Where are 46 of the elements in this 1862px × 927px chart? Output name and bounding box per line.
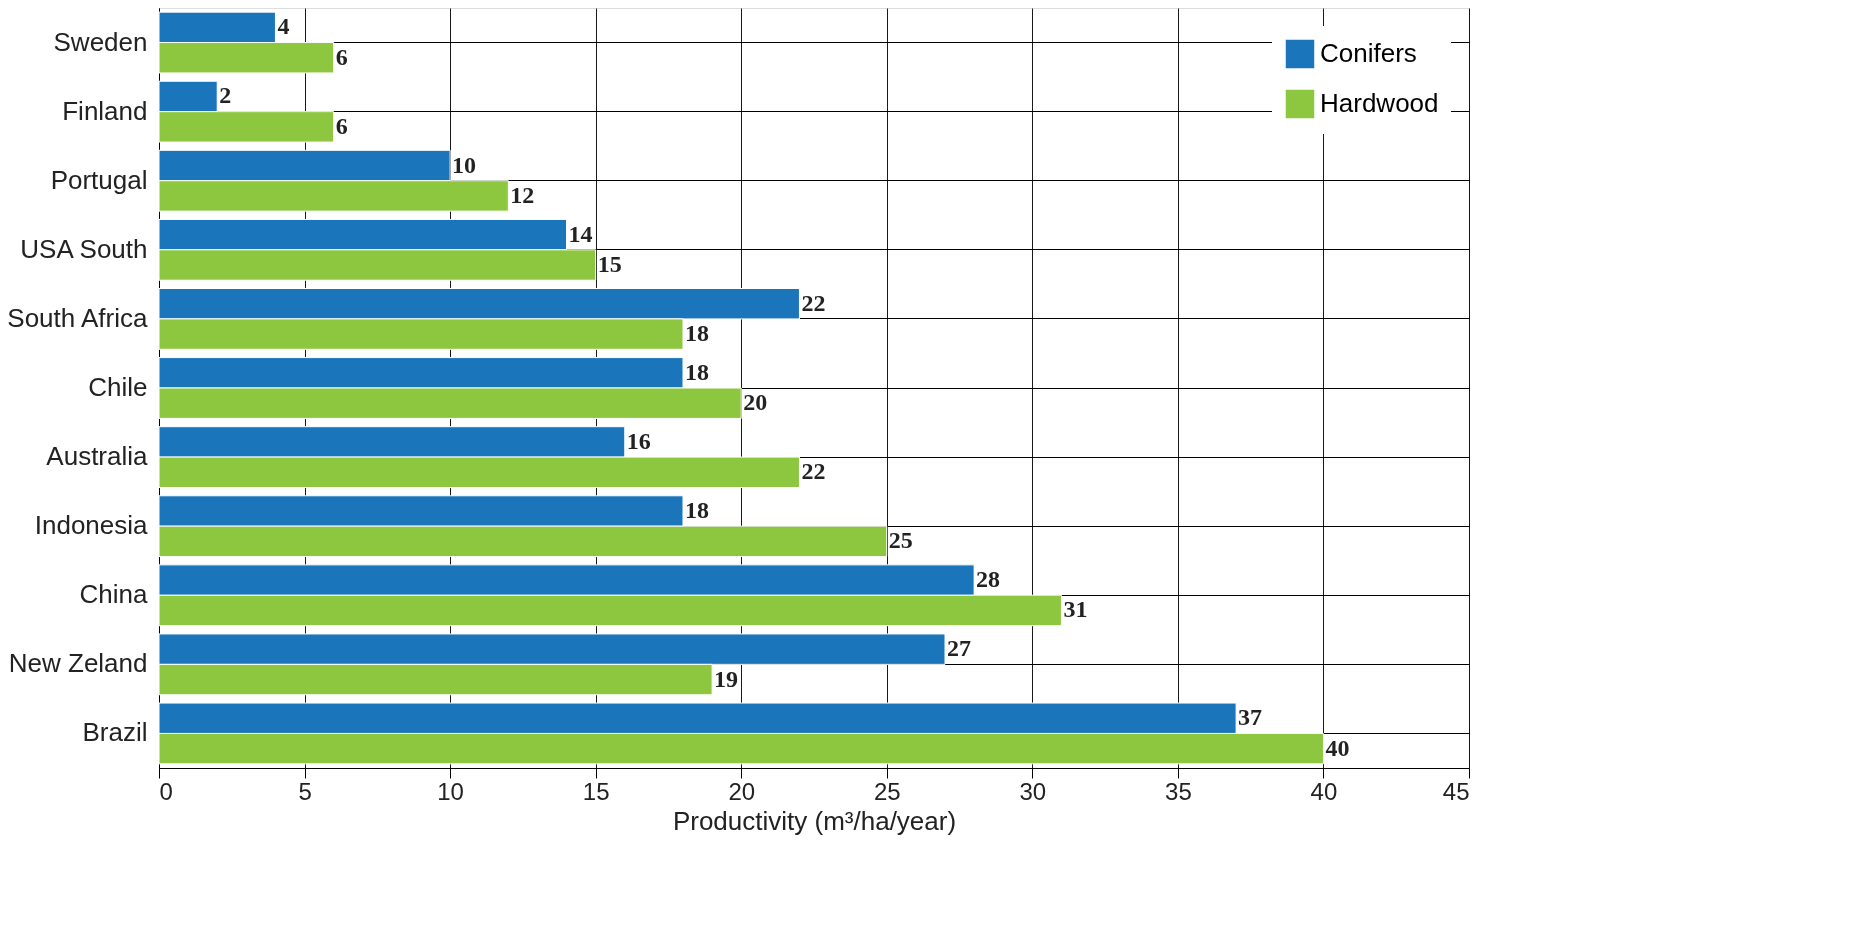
legend-label: Conifers (1320, 38, 1417, 68)
data-label: 20 (743, 389, 768, 416)
x-tick-label: 5 (298, 777, 312, 805)
y-tick-label: Australia (46, 441, 149, 472)
data-label: 18 (685, 358, 709, 385)
x-axis-title: Productivity (m³/ha/year) (672, 805, 957, 836)
data-label: 28 (976, 566, 1001, 593)
x-tick-label: 0 (159, 777, 173, 805)
data-label: 22 (801, 289, 826, 316)
y-tick-label: China (79, 579, 149, 610)
data-label: 14 (568, 220, 593, 247)
data-label: 2 (219, 82, 232, 109)
data-label: 6 (335, 112, 348, 139)
data-label: 19 (714, 665, 739, 692)
y-tick-label: New Zeland (8, 648, 148, 679)
x-tick-label: 25 (873, 777, 901, 805)
data-label: 15 (597, 251, 622, 278)
y-tick-label: Chile (88, 372, 148, 402)
y-tick-label: South Africa (7, 302, 149, 333)
x-tick-label: 10 (437, 777, 464, 805)
data-label: 40 (1325, 734, 1350, 761)
x-tick-label: 20 (728, 777, 756, 805)
y-tick-label: Indonesia (34, 510, 149, 541)
data-label: 31 (1063, 596, 1088, 623)
x-tick-label: 30 (1019, 777, 1047, 805)
y-tick-label: Sweden (53, 26, 148, 57)
x-tick-label: 40 (1310, 777, 1338, 805)
y-tick-label: Portugal (50, 164, 148, 195)
data-label: 22 (801, 458, 826, 485)
y-tick-label: Finland (62, 95, 148, 126)
data-label: 6 (335, 43, 348, 70)
x-tick-label: 45 (1442, 777, 1470, 805)
y-tick-label: Brazil (82, 717, 148, 748)
x-tick-label: 35 (1165, 777, 1192, 805)
data-label: 37 (1238, 704, 1263, 731)
data-label: 18 (685, 320, 709, 347)
legend-label: Hardwood (1320, 88, 1439, 118)
data-label: 4 (277, 13, 290, 40)
data-label: 25 (888, 527, 913, 554)
y-tick-label: USA South (20, 233, 148, 264)
data-label: 18 (685, 496, 709, 523)
data-label: 16 (626, 427, 651, 454)
data-label: 10 (452, 151, 477, 178)
data-label: 12 (510, 181, 535, 208)
data-label: 27 (947, 635, 971, 662)
x-tick-label: 15 (582, 777, 610, 805)
